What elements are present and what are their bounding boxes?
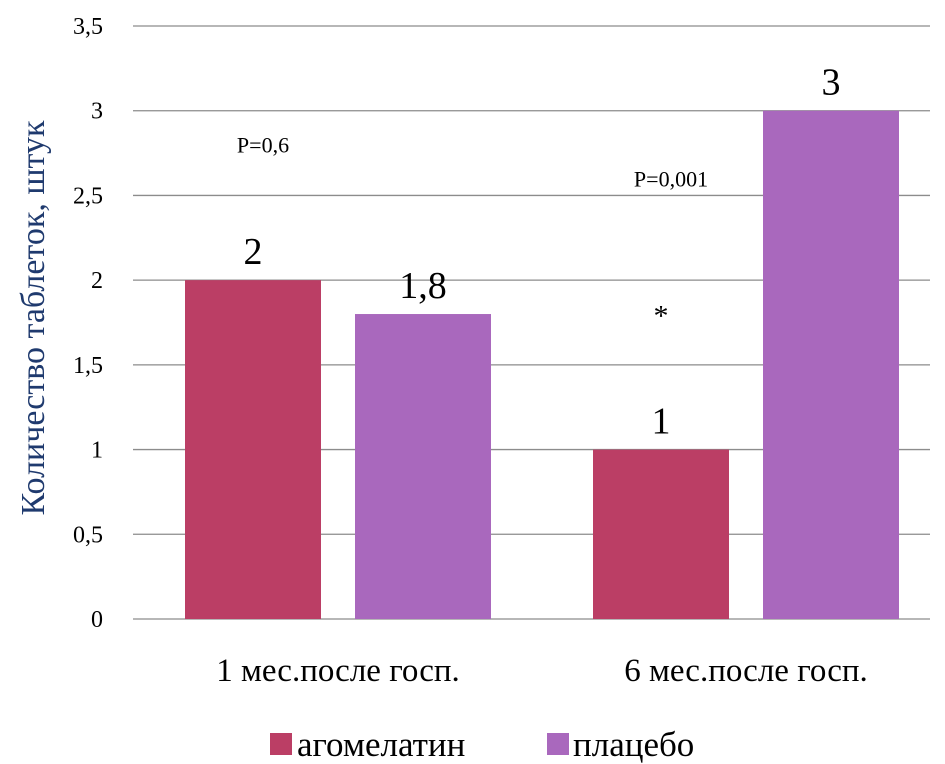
bar	[185, 280, 321, 619]
y-tick-label: 2,5	[73, 183, 103, 209]
legend-swatch	[270, 733, 292, 755]
y-tick-label: 0,5	[73, 522, 103, 548]
bar	[593, 449, 729, 619]
bar	[355, 314, 491, 619]
data-label: 1,8	[399, 265, 447, 307]
y-tick-label: 1	[91, 438, 103, 464]
data-label: 1	[652, 401, 671, 443]
data-label: 2	[244, 231, 263, 273]
x-category-label: 1 мес.после госп.	[216, 653, 460, 689]
y-tick-label: 2	[91, 268, 103, 294]
bar	[763, 110, 899, 619]
legend-label: плацебо	[573, 725, 694, 764]
legend-label: агомелатин	[297, 725, 465, 764]
significance-marker: *	[654, 300, 669, 333]
data-label: 3	[822, 62, 841, 104]
y-tick-label: 3	[91, 99, 103, 125]
legend-swatch	[547, 733, 569, 755]
p-value-annotation: P=0,001	[634, 166, 708, 191]
x-category-label: 6 мес.после госп.	[624, 653, 868, 689]
y-tick-label: 1,5	[73, 353, 103, 379]
y-tick-label: 3,5	[73, 14, 103, 40]
y-axis-title: Количество таблеток, штук	[15, 120, 52, 515]
y-tick-label: 0	[91, 607, 103, 633]
p-value-annotation: P=0,6	[237, 133, 289, 158]
